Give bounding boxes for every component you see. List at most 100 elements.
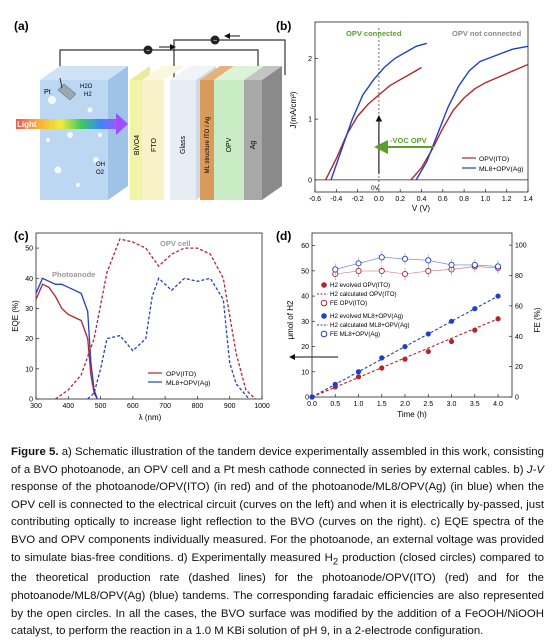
b-xtick-label: 1.2 <box>502 196 512 203</box>
h2o-label: H2O <box>80 84 93 90</box>
fe-point <box>448 261 455 268</box>
figure-caption: Figure 5. a) Schematic illustration of t… <box>11 446 544 638</box>
b-xtick-label: -0.4 <box>330 196 342 203</box>
iv-curve-3 <box>415 45 529 181</box>
panel-d: (d) 0.0 0.5 1.0 1.5 2.0 2.5 3.0 3.5 4.0 0 10 20 30 40… <box>276 229 542 419</box>
x-axis-label-c: λ (nm) <box>139 413 162 422</box>
c-xtick-label: 700 <box>159 403 171 410</box>
pt-mesh <box>57 77 77 101</box>
layer-ag <box>244 66 282 200</box>
panel-c: (c) 300 400 500 600 700 800 900 1000 0 10 20 30 40 50… <box>11 229 270 422</box>
legend-item-c-0: OPV(ITO) <box>166 371 196 378</box>
c-xtick-label: 800 <box>192 403 204 410</box>
legend-b: OPV(ITO) ML8+OPV(Ag) <box>462 156 523 173</box>
c-xtick-label: 400 <box>62 403 74 410</box>
c-ytick-label: 30 <box>25 306 33 313</box>
fe-point <box>494 263 502 270</box>
photoanode-label: Photoanode <box>52 270 95 279</box>
b-xtick-label: 1.0 <box>481 196 491 203</box>
d-ytick-right-label: 100 <box>515 243 527 250</box>
panel-label-d: (d) <box>276 229 291 243</box>
opv-cell-label: OPV cell <box>160 239 190 248</box>
c-ytick-label: 40 <box>25 276 33 283</box>
h2-calculated-line-1 <box>311 318 499 398</box>
d-ytick-right-label: 80 <box>515 273 523 280</box>
fe-point <box>401 255 409 262</box>
d-xtick-label: 1.5 <box>377 401 387 408</box>
legend-d: H2 evolved OPV(ITO) H2 calculated OPV(IT… <box>317 282 410 338</box>
eqe-curve-0 <box>35 283 98 400</box>
fe-point <box>401 270 409 278</box>
electrolyte-top <box>40 66 128 80</box>
axis-ticks-d: 0.0 0.5 1.0 1.5 2.0 2.5 3.0 3.5 4.0 0 10 20 30 40 50 60… <box>301 243 527 408</box>
h2-evolved-point <box>379 355 385 361</box>
pt-label: Pt <box>44 89 51 96</box>
svg-text:−: − <box>146 48 150 55</box>
d-xtick-label: 4.0 <box>493 401 503 408</box>
d-ytick-right-label: 40 <box>515 334 523 341</box>
d-xtick-label: 3.0 <box>447 401 457 408</box>
zero-v-label: 0V <box>371 185 380 192</box>
panel-label-c: (c) <box>14 229 29 243</box>
iv-curve-0 <box>324 66 422 181</box>
panel-a: (a) − − Pt H2O H2 OH O2 Light <box>14 19 286 200</box>
d-ytick-label: 20 <box>301 344 309 351</box>
layer-label-bivo4: BiVO4 <box>134 135 141 155</box>
fe-line-5 <box>335 256 499 270</box>
y-axis-label-d: μmol of H2 <box>286 300 295 339</box>
fe-point <box>355 260 362 267</box>
b-xtick-label: 0.4 <box>417 196 427 203</box>
fe-point <box>425 267 432 275</box>
o2-label: O2 <box>96 170 105 176</box>
c-ytick-label: 0 <box>29 397 33 404</box>
c-xtick-label: 900 <box>224 403 236 410</box>
layer-fto <box>142 66 184 200</box>
b-xtick-label: -0.6 <box>309 196 321 203</box>
electron-icon: − − <box>143 35 220 55</box>
c-xtick-label: 500 <box>95 403 107 410</box>
d-ytick-label: 30 <box>301 319 309 326</box>
legend-item-d-4: H2 calculated ML8+OPV(Ag) <box>330 322 410 329</box>
fe-point <box>378 267 385 275</box>
b-xtick-label: 1.4 <box>523 196 533 203</box>
b-xtick-label: -0.2 <box>352 196 364 203</box>
h2-evolved-point <box>448 318 455 324</box>
iv-curve-1 <box>330 42 427 181</box>
legend-item-d-3: H2 evolved ML8+OPV(Ag) <box>330 313 403 320</box>
b-ytick-label: 2 <box>308 56 312 63</box>
fe-point <box>471 261 478 268</box>
h2-calculated-line-4 <box>311 295 499 398</box>
d-xtick-label: 0.5 <box>330 401 340 408</box>
c-ytick-label: 10 <box>25 366 33 373</box>
c-xtick-label: 300 <box>30 403 42 410</box>
layer-opv <box>214 66 264 200</box>
opv-connected-label: OPV connected <box>346 29 402 38</box>
oh-label: OH <box>96 162 105 168</box>
light-beam <box>16 119 116 129</box>
panel-label-a: (a) <box>14 19 29 33</box>
legend-item-c-1: ML8+OPV(Ag) <box>166 380 210 387</box>
fe-point <box>332 266 339 273</box>
light-arrow-icon <box>116 113 128 135</box>
b-xtick-label: 0.6 <box>438 196 448 203</box>
d-ytick-label: 10 <box>301 369 309 376</box>
legend-c: OPV(ITO) ML8+OPV(Ag) <box>148 371 210 387</box>
layer-label-ag: Ag <box>250 141 257 150</box>
d-ytick-label: 50 <box>301 268 309 275</box>
b-ytick-label: 0 <box>308 177 312 184</box>
eqe-curve-1 <box>35 277 98 400</box>
fe-point <box>378 254 385 261</box>
d-xtick-label: 0.0 <box>307 401 317 408</box>
voc-label: -VOC OPV <box>390 136 427 145</box>
legend-item-d-5: FE ML8+OPV(Ag) <box>330 331 380 338</box>
fe-point <box>425 257 432 264</box>
panel-label-b: (b) <box>276 19 291 33</box>
y-axis-label-d-right: FE (%) <box>533 307 542 332</box>
fe-line-2 <box>335 266 499 275</box>
figure-5: (a) − − Pt H2O H2 OH O2 Light <box>11 19 542 422</box>
d-xtick-label: 3.5 <box>470 401 480 408</box>
h2-evolved-point <box>425 348 431 355</box>
axis-ticks-b: -0.6 -0.4 -0.2 0.0 0.2 0.4 0.6 0.8 1.0 1.2 1.4 0 1 2 <box>308 56 533 203</box>
layer-label-ml: ML structure ITO / Ag <box>205 117 211 174</box>
iv-curve-2 <box>410 63 529 181</box>
